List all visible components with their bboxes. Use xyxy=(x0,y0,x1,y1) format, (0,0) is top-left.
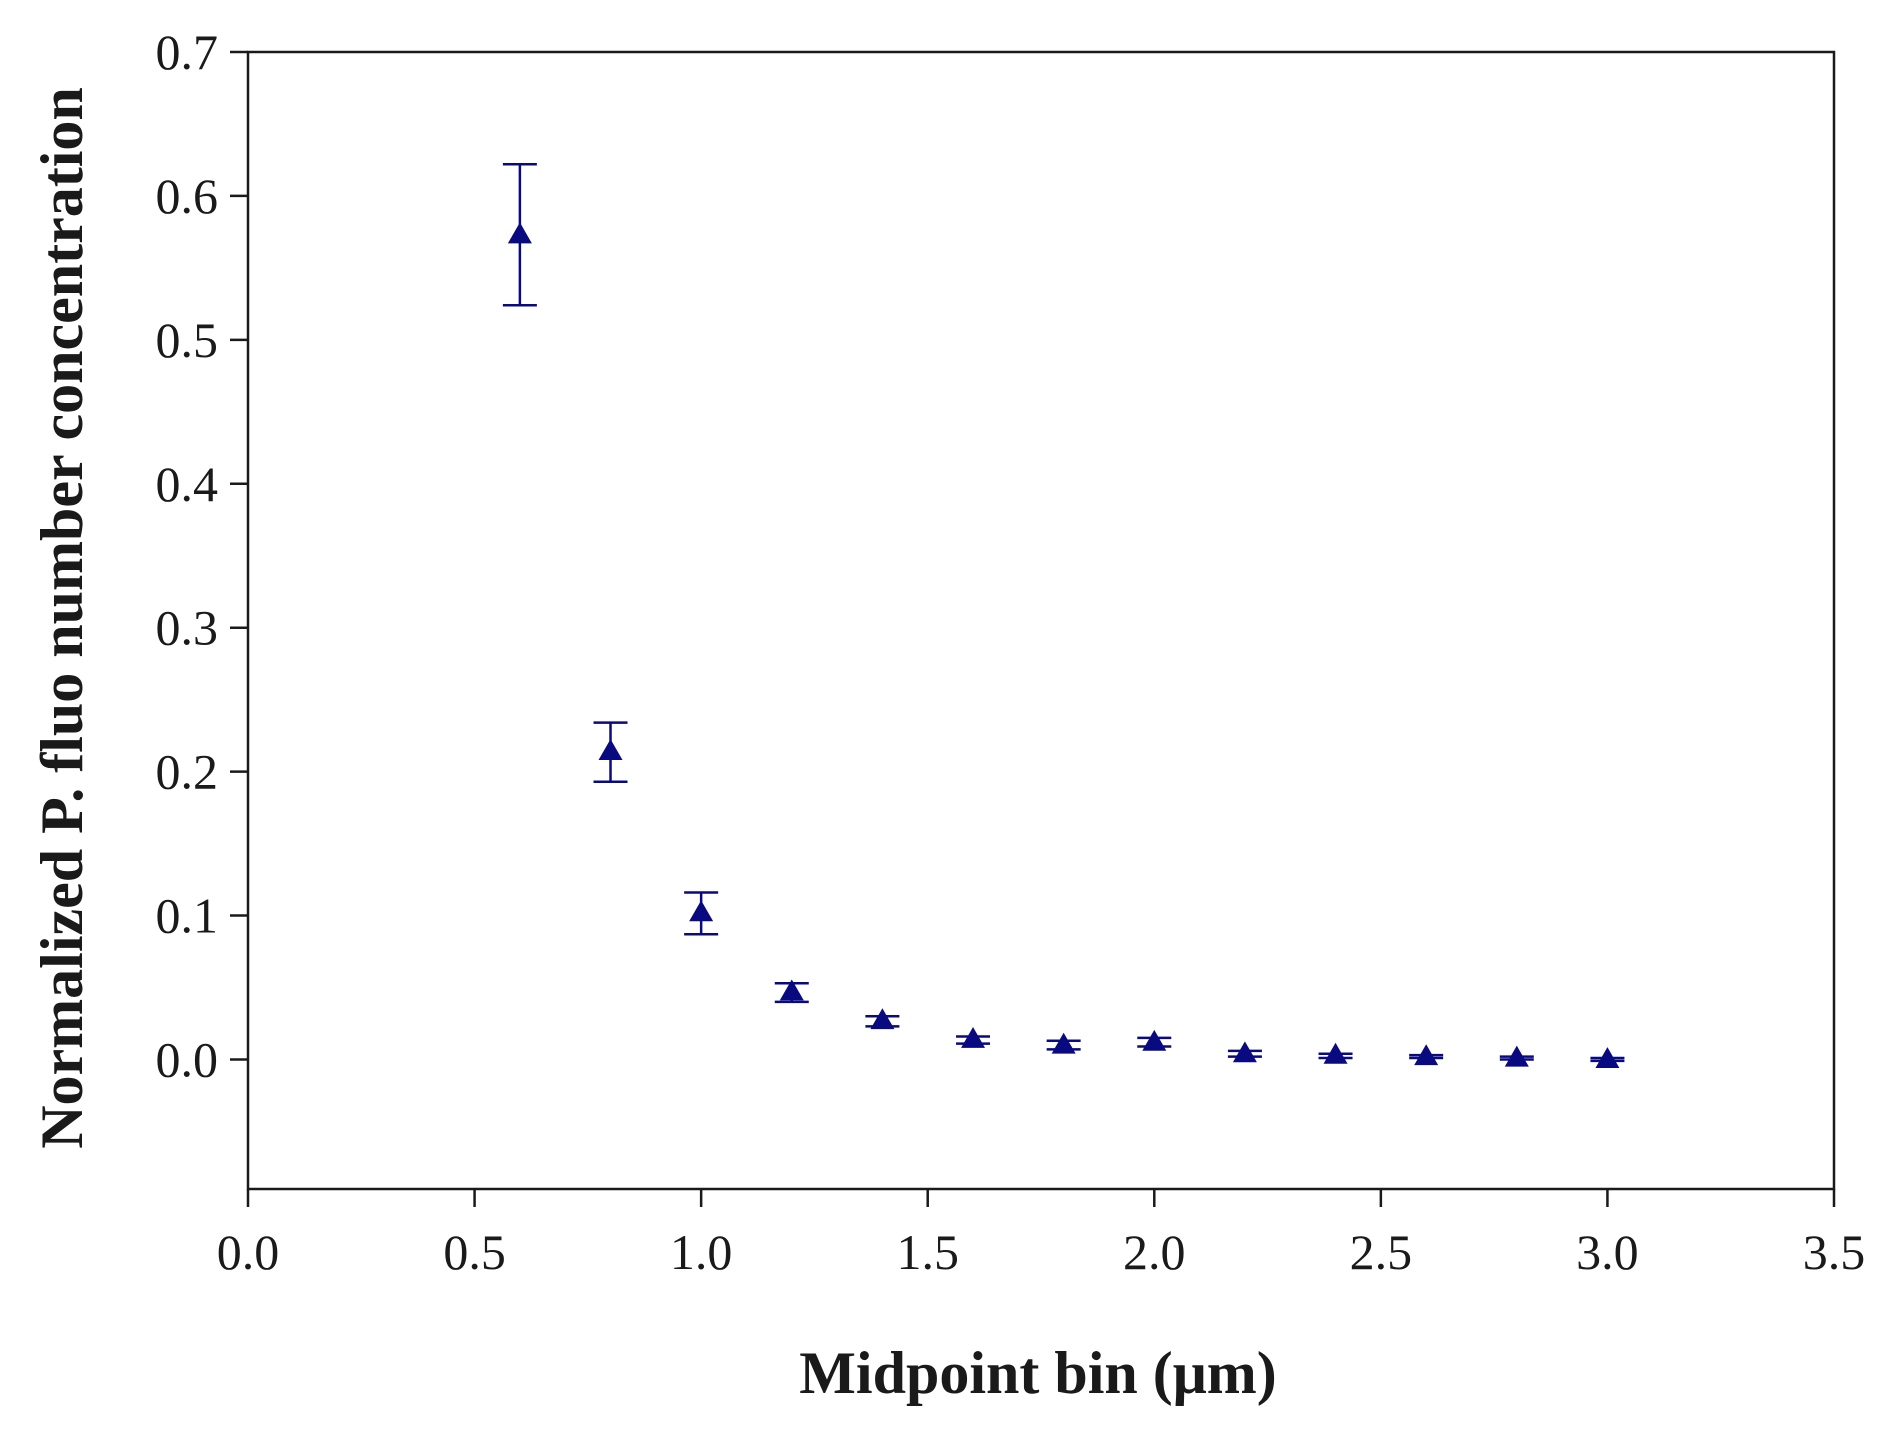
data-point xyxy=(961,1026,986,1048)
x-tick-label: 2.0 xyxy=(1123,1224,1186,1280)
y-tick-label: 0.7 xyxy=(156,24,219,80)
y-tick-label: 0.4 xyxy=(156,456,219,512)
x-tick-label: 3.0 xyxy=(1576,1224,1639,1280)
x-axis-title: Midpoint bin (μm) xyxy=(799,1340,1276,1406)
data-markers xyxy=(507,222,1620,1069)
data-point xyxy=(1595,1047,1620,1069)
data-point xyxy=(1051,1032,1076,1054)
y-tick-label: 0.2 xyxy=(156,744,219,800)
data-point xyxy=(779,979,804,1001)
x-tick-label: 0.0 xyxy=(217,1224,280,1280)
data-point xyxy=(1414,1044,1439,1066)
y-tick-label: 0.5 xyxy=(156,312,219,368)
y-tick-label: 0.1 xyxy=(156,888,219,944)
data-point xyxy=(598,739,623,761)
x-tick-label: 0.5 xyxy=(443,1224,506,1280)
error-bars xyxy=(502,163,1625,1063)
plot-frame xyxy=(246,50,1836,1191)
x-axis: 0.0 0.5 1.0 1.5 2.0 2.5 3.0 3.5 xyxy=(217,1189,1866,1280)
y-tick-label: 0.6 xyxy=(156,168,219,224)
data-point xyxy=(507,222,532,244)
x-tick-label: 1.0 xyxy=(670,1224,733,1280)
x-tick-label: 1.5 xyxy=(896,1224,959,1280)
data-point xyxy=(1323,1042,1348,1064)
y-axis-title: Normalized P. fluo number concentration xyxy=(29,87,95,1149)
x-tick-label: 2.5 xyxy=(1350,1224,1413,1280)
plot-border xyxy=(246,50,1836,1191)
y-axis: 0.0 0.1 0.2 0.3 0.4 0.5 0.6 0.7 xyxy=(156,24,248,1087)
y-tick-label: 0.3 xyxy=(156,600,219,656)
x-tick-label: 3.5 xyxy=(1803,1224,1866,1280)
data-point xyxy=(1232,1041,1257,1063)
y-tick-label: 0.0 xyxy=(156,1031,219,1087)
data-point xyxy=(870,1008,895,1030)
data-point xyxy=(1142,1029,1167,1051)
data-point xyxy=(1504,1045,1529,1067)
data-point xyxy=(689,900,714,922)
